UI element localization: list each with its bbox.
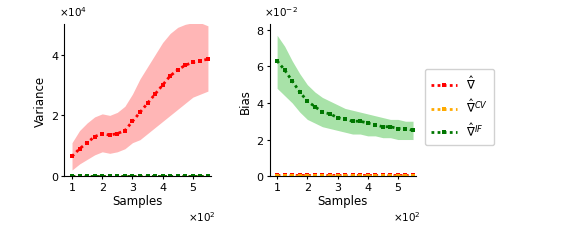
- Legend: $\hat{\nabla}$, $\hat{\nabla}^{CV}$, $\hat{\nabla}^{IF}$: $\hat{\nabla}$, $\hat{\nabla}^{CV}$, $\h…: [425, 70, 494, 146]
- Text: $\times10^4$: $\times10^4$: [59, 5, 87, 19]
- Text: $\times10^2$: $\times10^2$: [188, 210, 216, 223]
- X-axis label: Samples: Samples: [113, 194, 163, 207]
- Text: $\times10^{-2}$: $\times10^{-2}$: [264, 5, 298, 19]
- Text: $\times10^2$: $\times10^2$: [393, 210, 421, 223]
- X-axis label: Samples: Samples: [318, 194, 368, 207]
- Y-axis label: Variance: Variance: [34, 75, 47, 126]
- Y-axis label: Bias: Bias: [239, 88, 252, 113]
